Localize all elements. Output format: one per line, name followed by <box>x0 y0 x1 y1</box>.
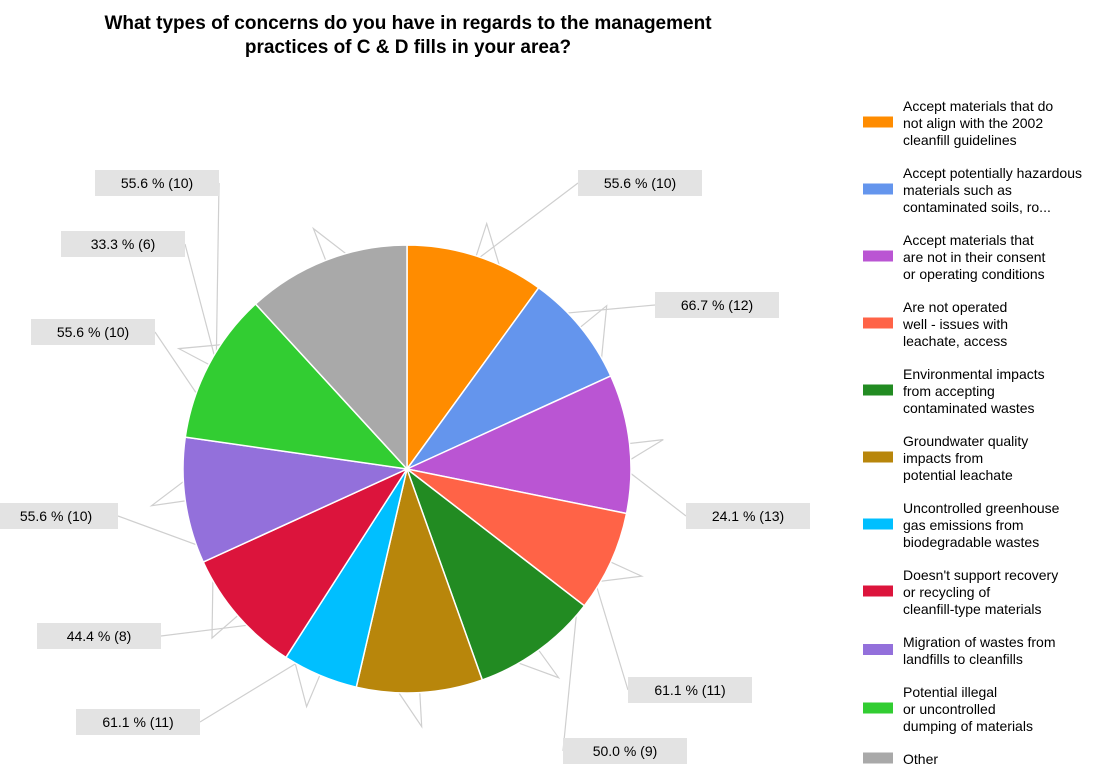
slice-label: 61.1 % (11) <box>654 682 725 698</box>
legend-label: Accept materials that <box>903 232 1034 248</box>
pie-slice <box>405 466 586 681</box>
pie-slice <box>406 468 628 607</box>
pie-slice <box>182 436 410 564</box>
slice-label-box <box>31 319 155 345</box>
slice-label: 24.1 % (13) <box>712 508 784 524</box>
legend-swatch <box>863 518 893 530</box>
legend-label: or uncontrolled <box>903 701 996 717</box>
legend-label: Doesn't support recovery <box>903 567 1058 583</box>
legend-label: cleanfill guidelines <box>903 132 1017 148</box>
slice-label-box <box>563 738 687 764</box>
legend-item: Other <box>863 751 938 766</box>
legend-swatch <box>863 644 893 655</box>
pie-slice <box>355 466 484 694</box>
legend-swatch <box>863 250 893 262</box>
legend-swatch <box>863 451 893 463</box>
slice-label: 33.3 % (6) <box>91 236 156 252</box>
legend-label: biodegradable wastes <box>903 534 1039 550</box>
slice-label-box <box>578 170 702 196</box>
pie-slice <box>404 286 612 471</box>
slice-label: 55.6 % (10) <box>20 508 92 524</box>
pie-slice <box>254 244 408 471</box>
slice-label: 61.1 % (11) <box>102 714 173 730</box>
slice-label: 50.0 % (9) <box>593 743 658 759</box>
legend-label: Are not operated <box>903 299 1007 315</box>
pie-slice <box>184 302 409 471</box>
legend-label: or recycling of <box>903 584 990 600</box>
leader-line <box>211 182 239 640</box>
pie-slice <box>404 374 632 515</box>
legend-swatch <box>863 317 893 329</box>
legend-label: from accepting <box>903 383 995 399</box>
pie-slice <box>406 244 540 472</box>
slice-label-box <box>686 503 810 529</box>
slice-label-box <box>37 623 161 649</box>
legend-swatch <box>863 702 893 714</box>
legend-label: cleanfill-type materials <box>903 601 1042 617</box>
legend-label: not align with the 2002 <box>903 115 1043 131</box>
legend-label: contaminated soils, ro... <box>903 199 1051 215</box>
pie-slice <box>202 467 410 659</box>
legend-label: Groundwater quality <box>903 433 1028 449</box>
legend-label: Other <box>903 751 938 766</box>
slice-labels: 61.1 % (11) 50.0 % (9) 61.1 % (11) 44.4 % (… <box>0 170 810 764</box>
slice-label: 55.6 % (10) <box>121 175 193 191</box>
slice-label: 66.7 % (12) <box>681 297 753 313</box>
chart-title-line-1: What types of concerns do you have in re… <box>104 13 712 34</box>
pie-slices <box>182 244 632 694</box>
legend-swatch <box>863 116 893 128</box>
chart-title: What types of concerns do you have in re… <box>104 13 712 58</box>
legend-label: Uncontrolled greenhouse <box>903 500 1060 516</box>
legend-label: are not in their consent <box>903 249 1046 265</box>
legend-label: landfills to cleanfills <box>903 651 1023 667</box>
legend-label: Environmental impacts <box>903 366 1045 382</box>
legend-label: contaminated wastes <box>903 400 1035 416</box>
slice-label-box <box>628 677 752 703</box>
legend-label: impacts from <box>903 450 983 466</box>
legend-label: leachate, access <box>903 333 1007 349</box>
legend-swatch <box>863 183 893 195</box>
slice-label-box <box>655 292 779 318</box>
slice-label-box <box>76 709 200 735</box>
slice-label: 55.6 % (10) <box>57 324 129 340</box>
legend-label: Migration of wastes from <box>903 634 1056 650</box>
legend-label: Accept materials that do <box>903 98 1053 114</box>
legend-label: or operating conditions <box>903 266 1045 282</box>
slice-label-box <box>0 503 118 529</box>
legend-label: dumping of materials <box>903 718 1033 734</box>
slice-label-box <box>95 170 219 196</box>
legend-swatch <box>863 585 893 597</box>
legend-swatch <box>863 752 893 764</box>
legend-label: gas emissions from <box>903 517 1024 533</box>
slice-label: 55.6 % (10) <box>604 175 676 191</box>
legend-label: Potential illegal <box>903 684 997 700</box>
legend-label: Accept potentially hazardous <box>903 165 1082 181</box>
legend-swatch <box>863 384 893 396</box>
slice-label: 44.4 % (8) <box>67 628 132 644</box>
slice-label-box <box>61 231 185 257</box>
legend-label: potential leachate <box>903 467 1013 483</box>
legend-label: well - issues with <box>902 316 1008 332</box>
legend-label: materials such as <box>903 182 1012 198</box>
chart-title-line-2: practices of C & D fills in your area? <box>245 37 571 58</box>
